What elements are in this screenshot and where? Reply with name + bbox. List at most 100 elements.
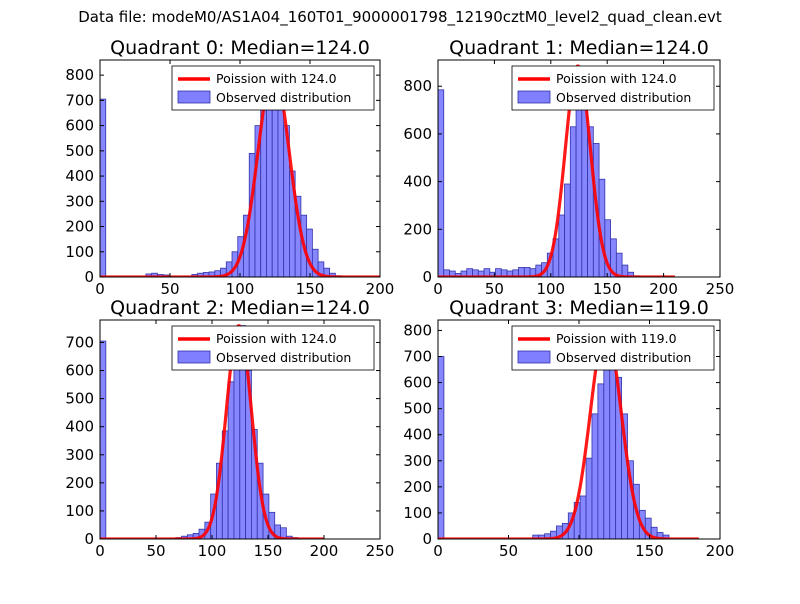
- legend-bar-label: Observed distribution: [216, 350, 351, 365]
- histogram-bar: [564, 183, 571, 277]
- y-tick-label: 200: [403, 478, 432, 496]
- y-tick-label: 600: [65, 362, 94, 380]
- legend-bar-label: Observed distribution: [556, 350, 691, 365]
- legend-bar-swatch: [517, 90, 551, 104]
- y-tick-label: 100: [403, 504, 432, 522]
- x-tick-label: 0: [95, 542, 105, 560]
- x-tick-label: 200: [649, 280, 678, 298]
- y-tick-label: 0: [84, 530, 94, 548]
- y-tick-label: 500: [65, 142, 94, 160]
- histogram-bar: [609, 369, 617, 539]
- y-tick-label: 200: [65, 474, 94, 492]
- y-tick-label: 600: [403, 374, 432, 392]
- histogram-bar: [597, 383, 605, 539]
- y-tick-label: 800: [65, 66, 94, 84]
- histogram-bar: [591, 413, 599, 539]
- y-tick-label: 200: [403, 220, 432, 238]
- legend-line-label: Poission with 124.0: [556, 71, 677, 86]
- x-tick-label: 200: [366, 280, 395, 298]
- x-tick-label: 50: [146, 542, 165, 560]
- y-tick-label: 300: [65, 192, 94, 210]
- quadrant-3-title: Quadrant 3: Median=119.0: [449, 297, 709, 319]
- quadrant-1-title: Quadrant 1: Median=124.0: [449, 37, 709, 59]
- legend-bar-swatch: [517, 350, 551, 364]
- legend-bar-swatch: [177, 350, 211, 364]
- legend-bar-label: Observed distribution: [216, 90, 351, 105]
- y-tick-label: 500: [403, 400, 432, 418]
- quadrant-0-plot-area: [100, 68, 380, 277]
- histogram-bar: [621, 264, 629, 277]
- histogram-bar: [603, 350, 611, 539]
- x-tick-label: 150: [635, 542, 664, 560]
- x-tick-label: 100: [536, 280, 565, 298]
- quadrant-0-chart: 0 50 100 150 200 0 100 200 300 400 500 600 700 800 Qua…: [65, 37, 394, 298]
- quadrant-0-title: Quadrant 0: Median=124.0: [110, 37, 370, 59]
- y-tick-label: 300: [65, 446, 94, 464]
- y-tick-label: 700: [65, 91, 94, 109]
- x-tick-label: 0: [95, 280, 105, 298]
- quadrant-2-title: Quadrant 2: Median=124.0: [110, 297, 370, 319]
- x-tick-label: 250: [366, 542, 395, 560]
- x-tick-label: 150: [254, 542, 283, 560]
- y-tick-label: 0: [84, 268, 94, 286]
- legend-line-label: Poission with 124.0: [216, 71, 337, 86]
- histogram-bar: [438, 89, 445, 277]
- histogram-bar: [558, 214, 565, 277]
- histogram-bar: [585, 457, 593, 539]
- x-tick-label: 200: [706, 542, 735, 560]
- x-tick-label: 200: [310, 542, 339, 560]
- histogram-bar: [662, 534, 670, 539]
- histogram-bar: [569, 126, 577, 277]
- histogram-bar: [579, 495, 587, 539]
- y-tick-label: 100: [65, 502, 94, 520]
- y-tick-label: 600: [403, 125, 432, 143]
- y-tick-label: 0: [422, 268, 432, 286]
- y-tick-label: 400: [403, 426, 432, 444]
- y-tick-label: 700: [403, 348, 432, 366]
- x-tick-label: 50: [485, 280, 504, 298]
- y-tick-label: 200: [65, 218, 94, 236]
- figure-title: Data file: modeM0/AS1A04_160T01_90000017…: [78, 8, 722, 26]
- y-tick-label: 800: [403, 321, 432, 339]
- quadrant-3-chart: 0 50 100 150 200 0 100 200 300 400 500 600 700 800 Qua…: [403, 297, 734, 560]
- x-tick-label: 50: [499, 542, 518, 560]
- x-tick-label: 150: [296, 280, 325, 298]
- y-tick-label: 600: [65, 117, 94, 135]
- histogram-bar: [227, 381, 235, 539]
- y-tick-label: 300: [403, 452, 432, 470]
- x-tick-label: 100: [198, 542, 227, 560]
- x-tick-label: 0: [433, 542, 443, 560]
- y-tick-label: 400: [65, 418, 94, 436]
- x-tick-label: 0: [433, 280, 443, 298]
- histogram-bar: [575, 95, 583, 277]
- histogram-bar: [100, 98, 107, 277]
- histogram-bar: [438, 356, 445, 539]
- quadrant-2-chart: 0 50 100 150 200 250 0 100 200 300 400 500 600 700 Qua…: [65, 297, 394, 560]
- legend-line-label: Poission with 124.0: [216, 331, 337, 346]
- legend-bar-swatch: [177, 90, 211, 104]
- y-tick-label: 100: [65, 243, 94, 261]
- y-tick-label: 700: [65, 333, 94, 351]
- legend-line-label: Poission with 119.0: [556, 331, 677, 346]
- x-tick-label: 100: [565, 542, 594, 560]
- axes-frame: [437, 59, 721, 278]
- y-tick-label: 500: [65, 390, 94, 408]
- y-tick-label: 800: [403, 77, 432, 95]
- legend-bar-label: Observed distribution: [556, 90, 691, 105]
- histogram-bar: [615, 252, 623, 277]
- x-tick-label: 100: [226, 280, 255, 298]
- histogram-bar: [323, 267, 330, 277]
- histogram-bar: [627, 271, 634, 277]
- histogram-bar: [277, 107, 285, 277]
- x-tick-label: 250: [706, 280, 735, 298]
- axes-frame: [99, 319, 381, 540]
- y-tick-label: 400: [403, 173, 432, 191]
- poisson-curve: [438, 327, 700, 539]
- y-tick-label: 400: [65, 167, 94, 185]
- x-tick-label: 50: [160, 280, 179, 298]
- x-tick-label: 150: [593, 280, 622, 298]
- quadrant-1-chart: 0 50 100 150 200 250 0 200 400 600 800 Quadrant 1: …: [403, 37, 734, 298]
- y-tick-label: 0: [422, 530, 432, 548]
